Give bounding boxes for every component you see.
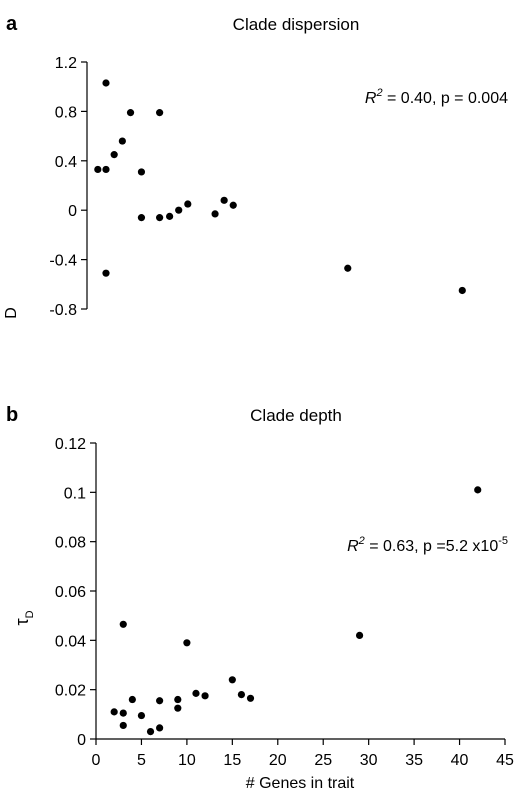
panel-b-annotation-exp: -5 xyxy=(498,535,508,547)
y-tick-label: -0.4 xyxy=(49,253,77,270)
panel-a-annotation: R2 = 0.40, p = 0.004 xyxy=(365,87,508,107)
x-tick-label: 30 xyxy=(360,752,378,769)
data-point xyxy=(137,168,146,176)
data-point xyxy=(201,692,209,700)
x-tick-label: 5 xyxy=(137,752,146,769)
x-tick-label: 0 xyxy=(92,752,101,769)
data-point xyxy=(220,196,228,204)
panel-b-ylabel-tau: τ xyxy=(12,618,32,625)
panel-a-title: Clade dispersion xyxy=(233,15,360,34)
panel-b-xlabel: # Genes in trait xyxy=(246,775,355,792)
data-point xyxy=(174,695,182,704)
data-point xyxy=(229,201,237,209)
data-point xyxy=(156,214,164,222)
data-point xyxy=(126,109,135,117)
data-point xyxy=(175,206,183,214)
data-point xyxy=(137,711,146,720)
y-tick-label: 0 xyxy=(68,203,77,220)
data-point xyxy=(184,200,192,208)
y-tick-label: -0.8 xyxy=(49,302,77,319)
y-tick-label: 0 xyxy=(77,732,86,749)
data-point xyxy=(355,631,364,640)
data-point xyxy=(118,137,126,145)
x-tick-label: 20 xyxy=(269,752,287,769)
data-point xyxy=(119,721,127,730)
panel-a-r2-label: R xyxy=(365,90,377,107)
data-point xyxy=(102,165,110,174)
y-tick-label: 0.4 xyxy=(55,154,77,171)
x-tick-label: 45 xyxy=(496,752,514,769)
data-point xyxy=(344,264,352,272)
y-tick-label: 0.12 xyxy=(55,436,86,453)
data-point xyxy=(474,486,482,494)
data-point xyxy=(119,709,127,717)
data-point xyxy=(166,212,174,220)
panel-b-r2-sup: 2 xyxy=(358,535,365,547)
data-point xyxy=(183,639,191,647)
y-tick-label: 0.06 xyxy=(55,584,86,601)
y-tick-label: 0.08 xyxy=(55,535,86,552)
data-point xyxy=(211,210,219,218)
panel-b-ylabel-sub: D xyxy=(24,610,36,618)
panel-b-letter: b xyxy=(6,404,18,426)
data-point xyxy=(102,79,110,87)
y-tick-label: 0.04 xyxy=(55,633,86,650)
panel-a-letter: a xyxy=(6,13,18,35)
data-point xyxy=(110,708,118,716)
panel-a-annotation-text: = 0.40, p = 0.004 xyxy=(383,90,509,107)
x-tick-label: 40 xyxy=(451,752,469,769)
panel-b-title: Clade depth xyxy=(250,406,342,425)
panel-a-ylabel: D xyxy=(3,307,20,319)
panel-b-annotation-text: = 0.63, p =5.2 x10 xyxy=(365,538,499,555)
panel-b-ylabel: τD xyxy=(12,610,36,625)
panel-b-annotation: R2 = 0.63, p =5.2 x10-5 xyxy=(347,535,508,555)
x-tick-label: 25 xyxy=(314,752,332,769)
panel-b-r2-label: R xyxy=(347,538,359,555)
data-point xyxy=(458,286,466,295)
y-tick-label: 0.1 xyxy=(64,485,86,502)
data-point xyxy=(128,695,136,704)
panel-b-plot: 0 0.02 0.04 0.06 0.08 0.1 0.12 0 5 10 15 20 25 30 35 40… xyxy=(55,436,514,769)
y-tick-label: 0.8 xyxy=(55,104,77,121)
data-point xyxy=(156,724,164,732)
data-point xyxy=(246,694,255,702)
data-point xyxy=(137,214,146,222)
data-point xyxy=(156,697,164,705)
data-point xyxy=(146,728,155,736)
data-point xyxy=(192,689,200,697)
data-point xyxy=(237,691,246,699)
x-tick-label: 10 xyxy=(178,752,196,769)
data-point xyxy=(228,676,236,684)
data-point xyxy=(174,704,182,712)
y-tick-label: 0.02 xyxy=(55,683,86,700)
data-point xyxy=(94,165,102,174)
x-tick-label: 35 xyxy=(405,752,423,769)
panel-a-r2-sup: 2 xyxy=(375,87,382,99)
x-tick-label: 15 xyxy=(223,752,241,769)
data-point xyxy=(110,151,118,159)
data-point xyxy=(156,109,164,117)
y-tick-label: 1.2 xyxy=(55,55,77,72)
panel-a-plot: -0.8 -0.4 0 0.4 0.8 1.2 xyxy=(49,55,466,319)
data-point xyxy=(102,269,110,277)
data-point xyxy=(119,620,127,628)
